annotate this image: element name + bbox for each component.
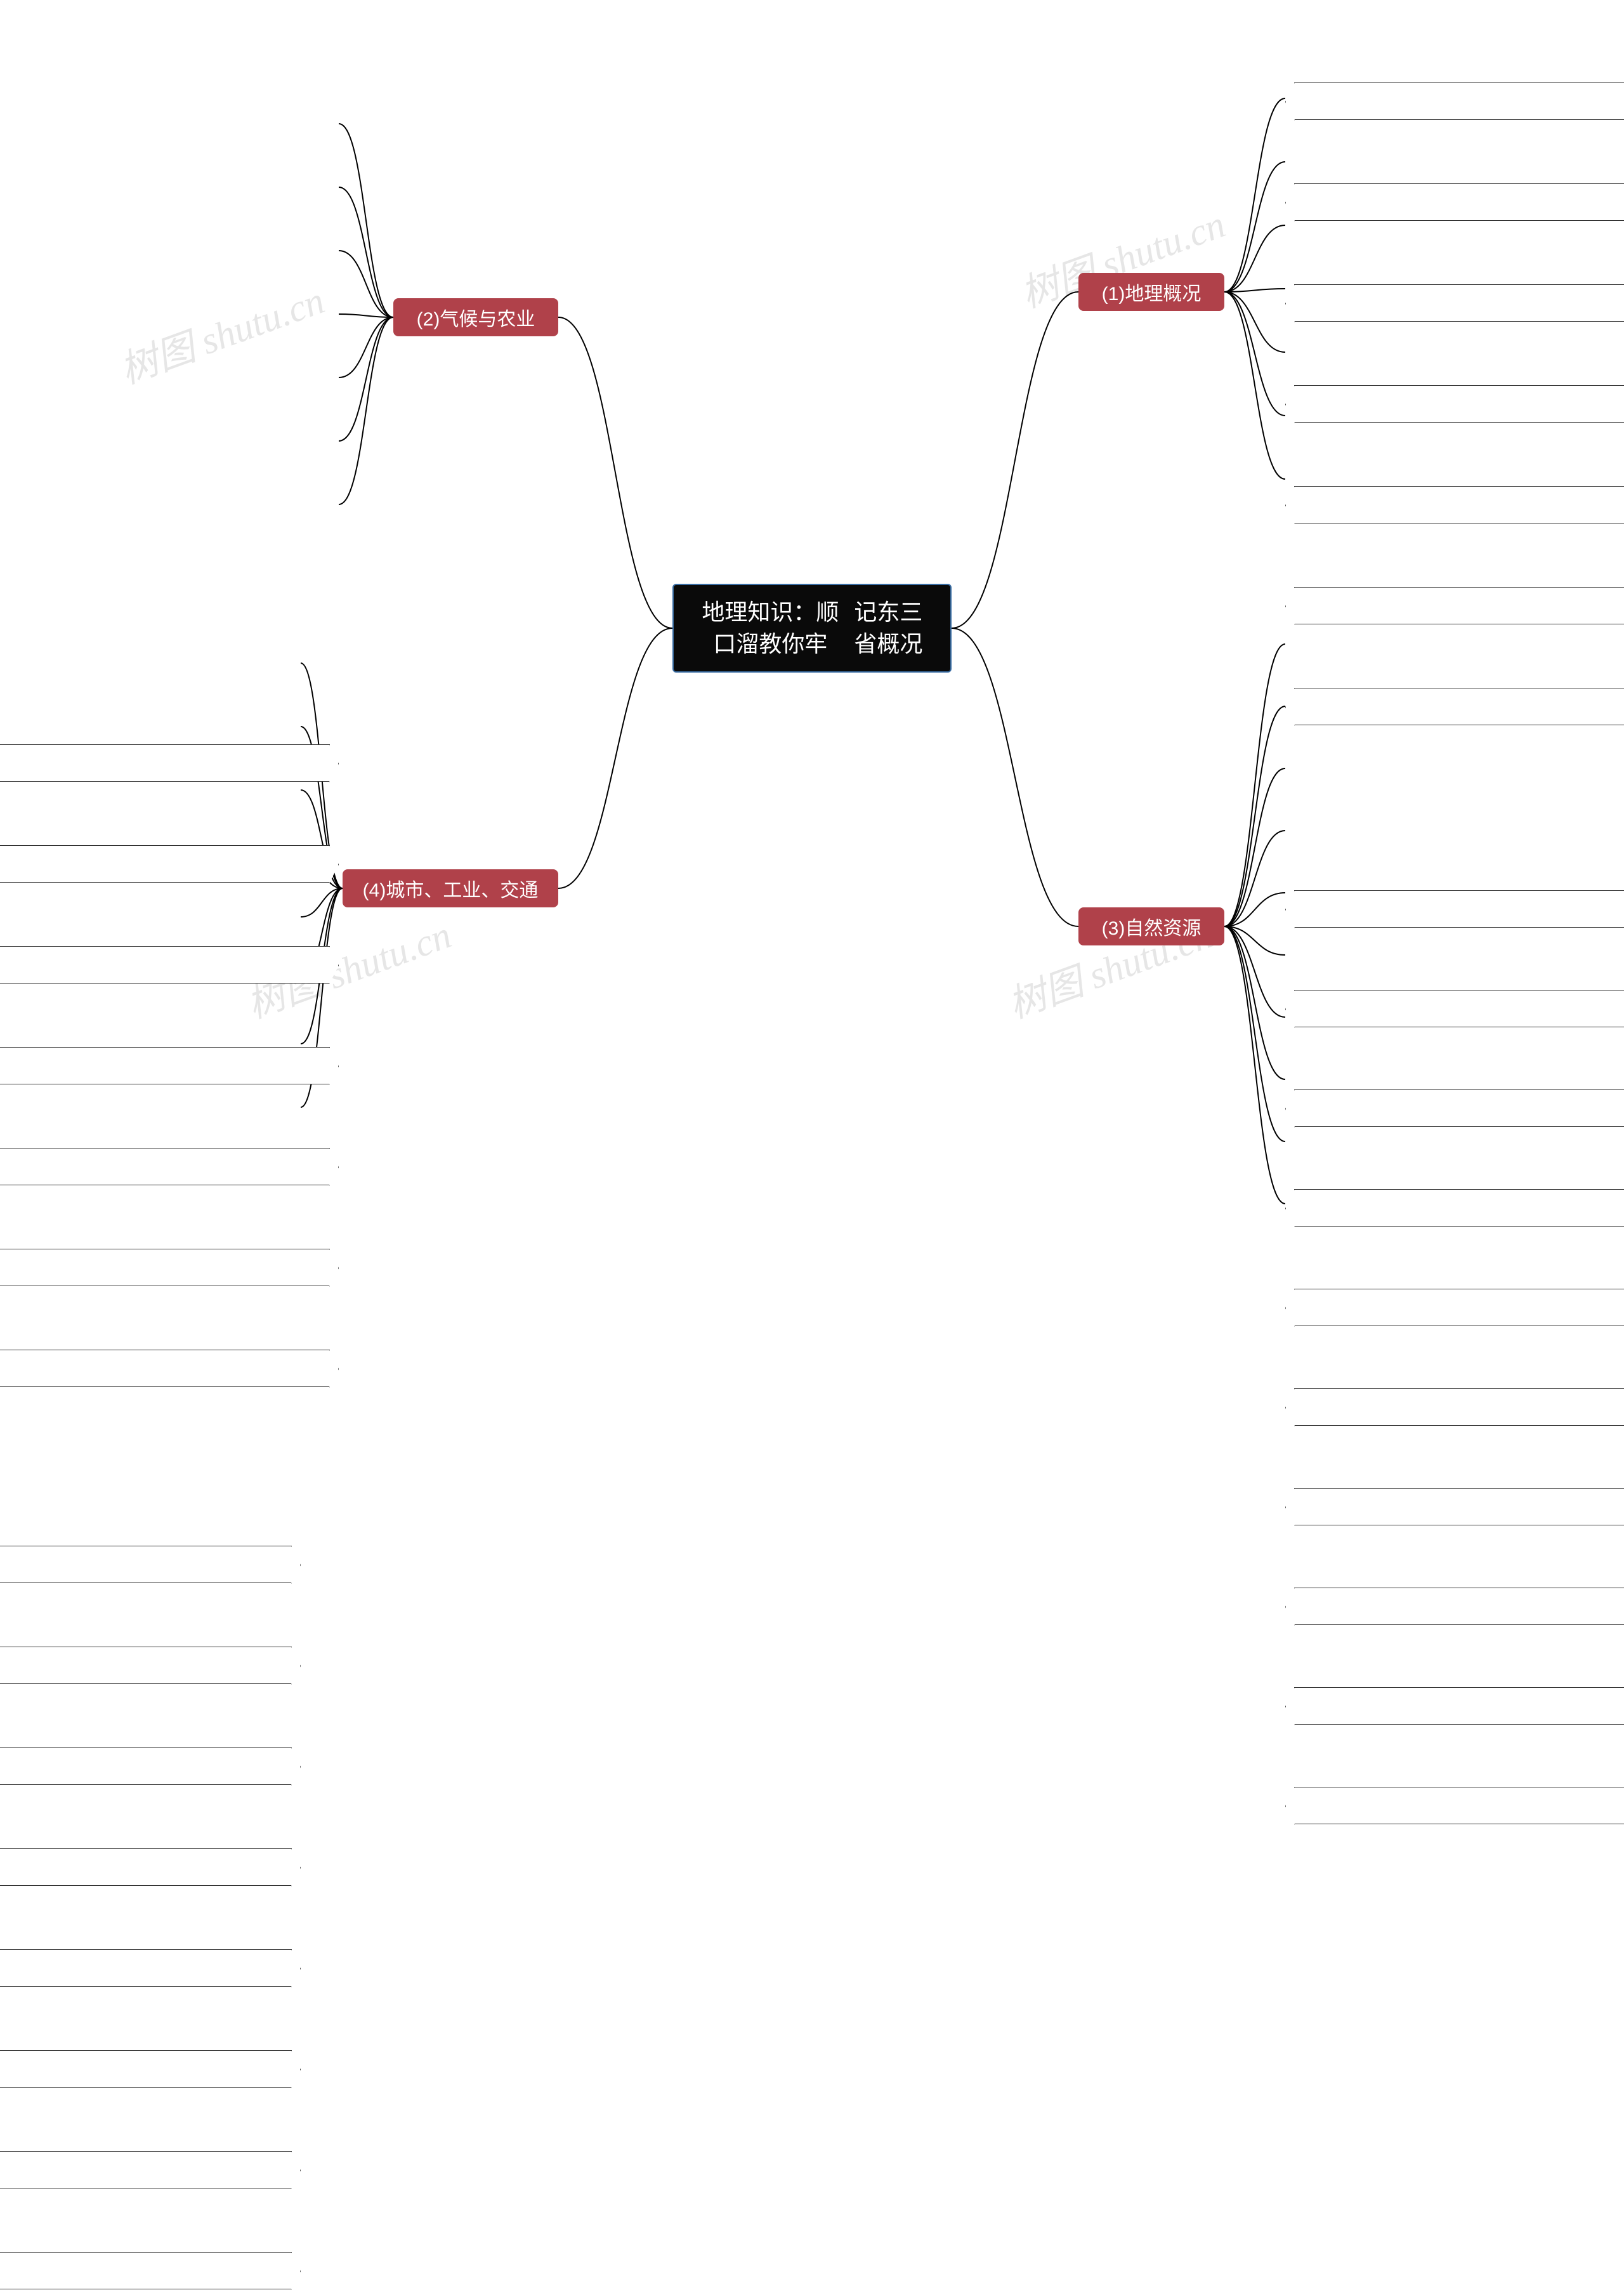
- leaf-cat3-0: 木材基地重，长白兴安岭;: [1294, 890, 1624, 928]
- leaf-cat2-0: 气候之特征，冬长又寒冷;: [0, 744, 330, 782]
- category-cat2: (2)气候与农业: [393, 298, 558, 336]
- leaf-cat3-7: 辽河吉林油田，最重须记大庆;: [1294, 1588, 1624, 1625]
- leaf-cat2-1: 河冰坚且厚，航运半年通。: [0, 845, 330, 883]
- leaf-cat3-6: 本区矿产多种，石油煤铁为重。: [1294, 1488, 1624, 1525]
- leaf-cat3-2: 貂皮鹿茸参，东北"三宝"称。: [1294, 1089, 1624, 1127]
- leaf-cat4-5: 大连不冻港，航线八方通。: [0, 2050, 292, 2088]
- leaf-cat4-4: 哈尔滨沈阳，南北枢纽重。: [0, 1949, 292, 1987]
- leaf-cat4-0: 东北三大省，工业类型重。: [0, 1546, 292, 1583]
- leaf-cat1-2: 地形之特征，外山平原中。: [1294, 284, 1624, 322]
- leaf-cat1-6: 肥厚耕地阔，"沃野千里"平。: [1294, 688, 1624, 725]
- leaf-cat1-5: 东北大平原，松辽三组成①。: [1294, 587, 1624, 624]
- leaf-cat4-6: ①松辽，松辽平原。三，三江平原。: [0, 2151, 292, 2188]
- leaf-cat3-9: 露天采煤抚顺，矿产综合利用。: [1294, 1787, 1624, 1824]
- leaf-cat2-5: 春小麦甜菜，苹果产辽东。: [0, 1249, 330, 1286]
- leaf-cat3-8: 鞍山本溪铁矿，阜鸡鹤煤著名②;: [1294, 1687, 1624, 1725]
- leaf-cat4-7: ②阜，阜新。鸡，鸡西。鹤，鹤岗: [0, 2252, 292, 2289]
- leaf-cat3-3: 东北之水库，最大松花湖。: [1294, 1189, 1624, 1227]
- leaf-cat3-5: 白山水电站，丰满须记住。: [1294, 1388, 1624, 1426]
- category-cat1: (1)地理概况: [1078, 273, 1224, 311]
- leaf-cat2-4: 农作物玉米，大豆最著名;: [0, 1148, 330, 1185]
- leaf-cat2-2: 积雪和冻土，水丰好墒情。: [0, 946, 330, 984]
- leaf-cat4-2: 沈阳属机械，鞍钢最著名。: [0, 1747, 292, 1785]
- leaf-cat4-1: 哈尔滨机电，长春"汽车城";: [0, 1647, 292, 1684]
- leaf-cat1-3: 大小兴安岭，西北"人字形"。: [1294, 385, 1624, 423]
- leaf-cat1-1: 黑北漠河镇，"极村""不夜城"。: [1294, 183, 1624, 221]
- root-node: 地理知识：顺口溜教你牢记东三省概况: [672, 584, 952, 673]
- category-cat3: (3)自然资源: [1078, 907, 1224, 945]
- watermark: 树图 shutu.cn: [111, 270, 331, 395]
- leaf-cat2-3: 夏季短且暖，七八月为盛。: [0, 1047, 330, 1084]
- leaf-cat1-0: 东北三大省，黑吉辽简称。: [1294, 82, 1624, 120]
- leaf-cat3-4: 河流流量大，水能亦丰富;: [1294, 1289, 1624, 1326]
- leaf-cat2-6: 一年一熟主，农业基地重。: [0, 1350, 330, 1387]
- leaf-cat3-1: 红松木优质，落叶松有名。: [1294, 990, 1624, 1027]
- leaf-cat1-4: 东部长白山，天池绮丽景。: [1294, 486, 1624, 523]
- category-cat4: (4)城市、工业、交通: [343, 869, 558, 907]
- leaf-cat4-3: 铁路稠密网，骨架"丁"字形;: [0, 1848, 292, 1886]
